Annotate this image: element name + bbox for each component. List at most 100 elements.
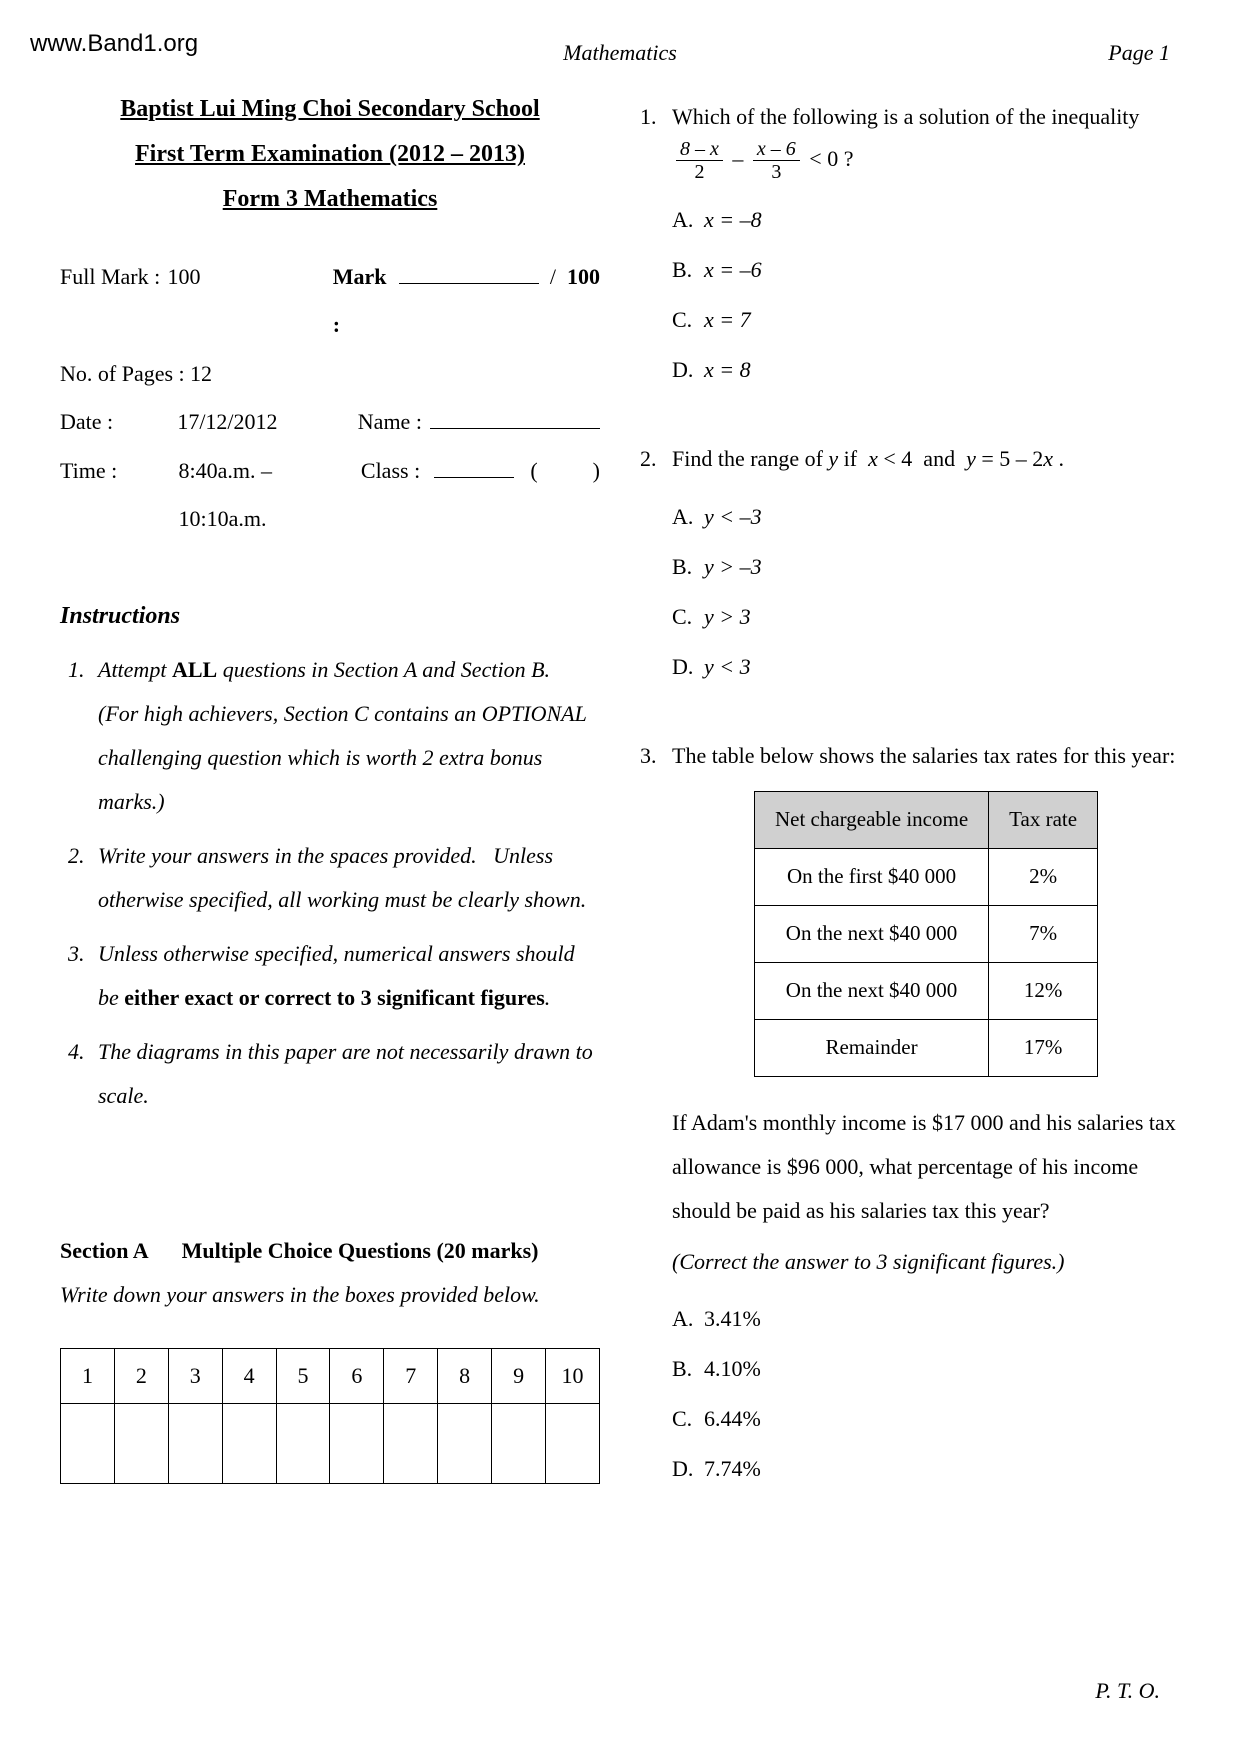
header-center: Mathematics (190, 40, 1050, 66)
date-value: 17/12/2012 (177, 398, 357, 446)
page-header: Mathematics Page 1 (60, 40, 1180, 66)
q1-minus: – (732, 146, 743, 171)
mc-col-header: 6 (330, 1349, 384, 1404)
mc-answer-cell (330, 1404, 384, 1484)
mc-header-row: 12345678910 (61, 1349, 600, 1404)
tax-cell: 12% (989, 962, 1098, 1019)
time-value: 8:40a.m. – 10:10a.m. (179, 447, 361, 544)
tax-row: Remainder17% (754, 1019, 1097, 1076)
info-grid: Full Mark : 100 Mark : / 100 No. of Page… (60, 253, 600, 543)
q1-frac1: 8 – x 2 (676, 138, 723, 183)
q2-number: 2. (640, 438, 672, 695)
question-3: 3. The table below shows the salaries ta… (640, 735, 1180, 1497)
q3-D-label: D. (672, 1448, 704, 1490)
tax-th-2: Tax rate (989, 792, 1098, 849)
mark-total: 100 (567, 253, 600, 301)
mark-blank (399, 258, 539, 284)
q1-D-label: D. (672, 349, 704, 391)
mc-answer-row (61, 1404, 600, 1484)
tax-row: On the first $40 0002% (754, 849, 1097, 906)
q2-options: A.y < –3 B.y > –3 C.y > 3 D.y < 3 (672, 496, 1180, 687)
q3-number: 3. (640, 735, 672, 1497)
instruction-item: Unless otherwise specified, numerical an… (90, 932, 600, 1020)
q3-note: (Correct the answer to 3 significant fig… (672, 1241, 1180, 1283)
tax-row: On the next $40 00012% (754, 962, 1097, 1019)
q1-frac1-num: 8 – x (676, 138, 723, 161)
tax-cell: 7% (989, 906, 1098, 963)
class-label: Class : (361, 447, 434, 495)
mc-col-header: 9 (492, 1349, 546, 1404)
exam-name: First Term Examination (2012 – 2013) (60, 141, 600, 168)
mc-col-header: 7 (384, 1349, 438, 1404)
tax-cell: On the next $40 000 (754, 906, 988, 963)
question-1: 1. Which of the following is a solution … (640, 96, 1180, 398)
mark-slash: / (539, 253, 567, 301)
tax-row: On the next $40 0007% (754, 906, 1097, 963)
pages-label: No. of Pages : (60, 350, 190, 398)
q3-A: 3.41% (704, 1298, 761, 1340)
section-a-prefix: Section A (60, 1238, 149, 1263)
name-blank (430, 403, 600, 429)
mc-col-header: 2 (114, 1349, 168, 1404)
q1-options: A.x = –8 B.x = –6 C.x = 7 D.x = 8 (672, 199, 1180, 390)
mc-answer-cell (222, 1404, 276, 1484)
time-label: Time : (60, 447, 179, 495)
mc-answer-cell (61, 1404, 115, 1484)
tax-cell: On the next $40 000 (754, 962, 988, 1019)
section-a-title: Multiple Choice Questions (20 marks) (182, 1238, 539, 1263)
q3-D: 7.74% (704, 1448, 761, 1490)
q1-B: x = –6 (704, 249, 762, 291)
q2-D: y < 3 (704, 646, 751, 688)
q1-number: 1. (640, 96, 672, 398)
q1-frac2-den: 3 (753, 161, 800, 183)
mc-col-header: 10 (546, 1349, 600, 1404)
mc-answer-cell (438, 1404, 492, 1484)
watermark: www.Band1.org (30, 30, 198, 58)
mc-col-header: 5 (276, 1349, 330, 1404)
tax-table-head: Net chargeable income Tax rate (754, 792, 1097, 849)
header-right: Page 1 (1050, 40, 1170, 66)
mc-answer-table: 12345678910 (60, 1348, 600, 1484)
q2-C-label: C. (672, 596, 704, 638)
class-paren: ( ) (514, 447, 600, 495)
mc-answer-cell (492, 1404, 546, 1484)
tax-cell: On the first $40 000 (754, 849, 988, 906)
q3-stem: The table below shows the salaries tax r… (672, 735, 1180, 777)
q2-A: y < –3 (704, 496, 762, 538)
pto: P. T. O. (1095, 1678, 1160, 1704)
q2-A-label: A. (672, 496, 704, 538)
mc-col-header: 4 (222, 1349, 276, 1404)
tax-th-1: Net chargeable income (754, 792, 988, 849)
left-column: Baptist Lui Ming Choi Secondary School F… (60, 96, 600, 1538)
q1-C-label: C. (672, 299, 704, 341)
mc-answer-cell (384, 1404, 438, 1484)
q3-A-label: A. (672, 1298, 704, 1340)
tax-cell: Remainder (754, 1019, 988, 1076)
q1-frac2: x – 6 3 (753, 138, 800, 183)
mc-answer-cell (168, 1404, 222, 1484)
mc-answer-cell (114, 1404, 168, 1484)
q1-A-label: A. (672, 199, 704, 241)
q1-stem-b: < 0 ? (809, 146, 853, 171)
class-blank (434, 451, 514, 477)
school-name: Baptist Lui Ming Choi Secondary School (60, 96, 600, 123)
mc-answer-cell (546, 1404, 600, 1484)
q1-D: x = 8 (704, 349, 751, 391)
q1-C: x = 7 (704, 299, 751, 341)
q1-A: x = –8 (704, 199, 762, 241)
q3-B-label: B. (672, 1348, 704, 1390)
title-block: Baptist Lui Ming Choi Secondary School F… (60, 96, 600, 213)
q3-B: 4.10% (704, 1348, 761, 1390)
q1-frac1-den: 2 (676, 161, 723, 183)
tax-cell: 2% (989, 849, 1098, 906)
instructions-list: Attempt ALL questions in Section A and S… (60, 648, 600, 1118)
q3-C: 6.44% (704, 1398, 761, 1440)
fullmark-value: 100 (167, 253, 332, 301)
q2-stem: Find the range of y if x < 4 and y = 5 –… (672, 446, 1064, 471)
pages-value: 12 (190, 350, 212, 398)
mc-col-header: 8 (438, 1349, 492, 1404)
instruction-item: Attempt ALL questions in Section A and S… (90, 648, 600, 824)
q1-B-label: B. (672, 249, 704, 291)
name-label: Name : (358, 398, 430, 446)
right-column: 1. Which of the following is a solution … (640, 96, 1180, 1538)
